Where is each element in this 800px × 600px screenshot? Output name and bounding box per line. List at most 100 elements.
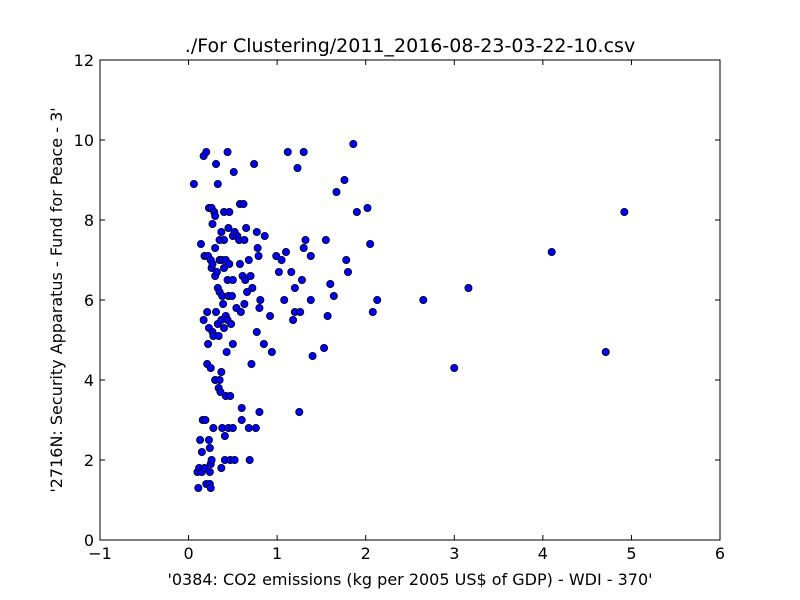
x-tick-label: 1 — [272, 544, 282, 563]
data-point — [363, 203, 372, 212]
data-point — [255, 407, 264, 416]
data-point — [202, 147, 211, 156]
y-tick-label: 4 — [84, 371, 94, 390]
data-point — [274, 267, 283, 276]
data-point — [194, 483, 203, 492]
data-point — [299, 147, 308, 156]
data-point — [204, 435, 213, 444]
data-point — [450, 363, 459, 372]
data-point — [547, 247, 556, 256]
data-point — [332, 187, 341, 196]
data-point — [224, 223, 233, 232]
data-point — [245, 455, 254, 464]
data-point — [211, 211, 220, 220]
data-point — [281, 247, 290, 256]
data-point — [239, 199, 248, 208]
data-point — [244, 255, 253, 264]
data-point — [225, 259, 234, 268]
plot-area-frame — [99, 59, 721, 541]
data-point — [211, 243, 220, 252]
data-point — [323, 311, 332, 320]
data-point — [237, 415, 246, 424]
data-point — [244, 423, 253, 432]
data-point — [229, 167, 238, 176]
data-point — [212, 307, 221, 316]
y-tick-label: 12 — [74, 51, 94, 70]
data-point — [208, 259, 217, 268]
y-axis-label: '2716N: Security Apparatus - Fund for Pe… — [47, 107, 66, 492]
data-point — [212, 267, 221, 276]
data-point — [237, 403, 246, 412]
data-point — [352, 207, 361, 216]
x-axis-label: '0384: CO2 emissions (kg per 2005 US$ of… — [167, 570, 652, 589]
data-point — [620, 207, 629, 216]
data-point — [215, 375, 224, 384]
data-point — [308, 351, 317, 360]
x-tick-label: 4 — [538, 544, 548, 563]
data-point — [205, 467, 214, 476]
data-point — [217, 367, 226, 376]
data-point — [343, 267, 352, 276]
data-point — [290, 283, 299, 292]
data-point — [366, 239, 375, 248]
x-tick-label: −1 — [88, 544, 112, 563]
data-point — [251, 423, 260, 432]
data-point — [280, 295, 289, 304]
data-point — [219, 299, 228, 308]
data-point — [219, 235, 228, 244]
data-point — [241, 275, 250, 284]
data-point — [212, 159, 221, 168]
y-tick-label: 6 — [84, 291, 94, 310]
x-tick-label: 5 — [626, 544, 636, 563]
data-point — [246, 271, 255, 280]
data-point — [272, 251, 281, 260]
data-point — [299, 243, 308, 252]
data-point — [277, 255, 286, 264]
data-point — [368, 307, 377, 316]
data-point — [189, 179, 198, 188]
x-tick-label: 3 — [449, 544, 459, 563]
data-point — [256, 295, 265, 304]
data-point — [204, 339, 213, 348]
data-point — [220, 431, 229, 440]
data-point — [267, 347, 276, 356]
data-point — [342, 255, 351, 264]
data-point — [243, 287, 252, 296]
data-point — [295, 407, 304, 416]
data-point — [240, 299, 249, 308]
data-point — [207, 455, 216, 464]
data-point — [349, 139, 358, 148]
data-point — [283, 147, 292, 156]
data-point — [253, 243, 262, 252]
data-point — [199, 315, 208, 324]
data-point — [209, 423, 218, 432]
data-point — [293, 163, 302, 172]
data-point — [320, 343, 329, 352]
data-point — [329, 291, 338, 300]
data-point — [225, 207, 234, 216]
data-point — [228, 423, 237, 432]
data-point — [252, 327, 261, 336]
data-point — [227, 319, 236, 328]
data-point — [247, 359, 256, 368]
data-point — [201, 415, 210, 424]
data-point — [259, 339, 268, 348]
data-point — [260, 231, 269, 240]
data-point — [340, 175, 349, 184]
data-point — [226, 391, 235, 400]
data-point — [230, 455, 239, 464]
data-point — [301, 235, 310, 244]
data-point — [197, 447, 206, 456]
data-point — [242, 223, 251, 232]
chart-title: ./For Clustering/2011_2016-08-23-03-22-1… — [185, 35, 635, 57]
data-point — [266, 311, 275, 320]
markers-layer — [189, 139, 629, 492]
data-point — [206, 483, 215, 492]
data-point — [289, 315, 298, 324]
data-point — [227, 291, 236, 300]
data-point — [228, 275, 237, 284]
data-point — [296, 307, 305, 316]
data-point — [205, 443, 214, 452]
